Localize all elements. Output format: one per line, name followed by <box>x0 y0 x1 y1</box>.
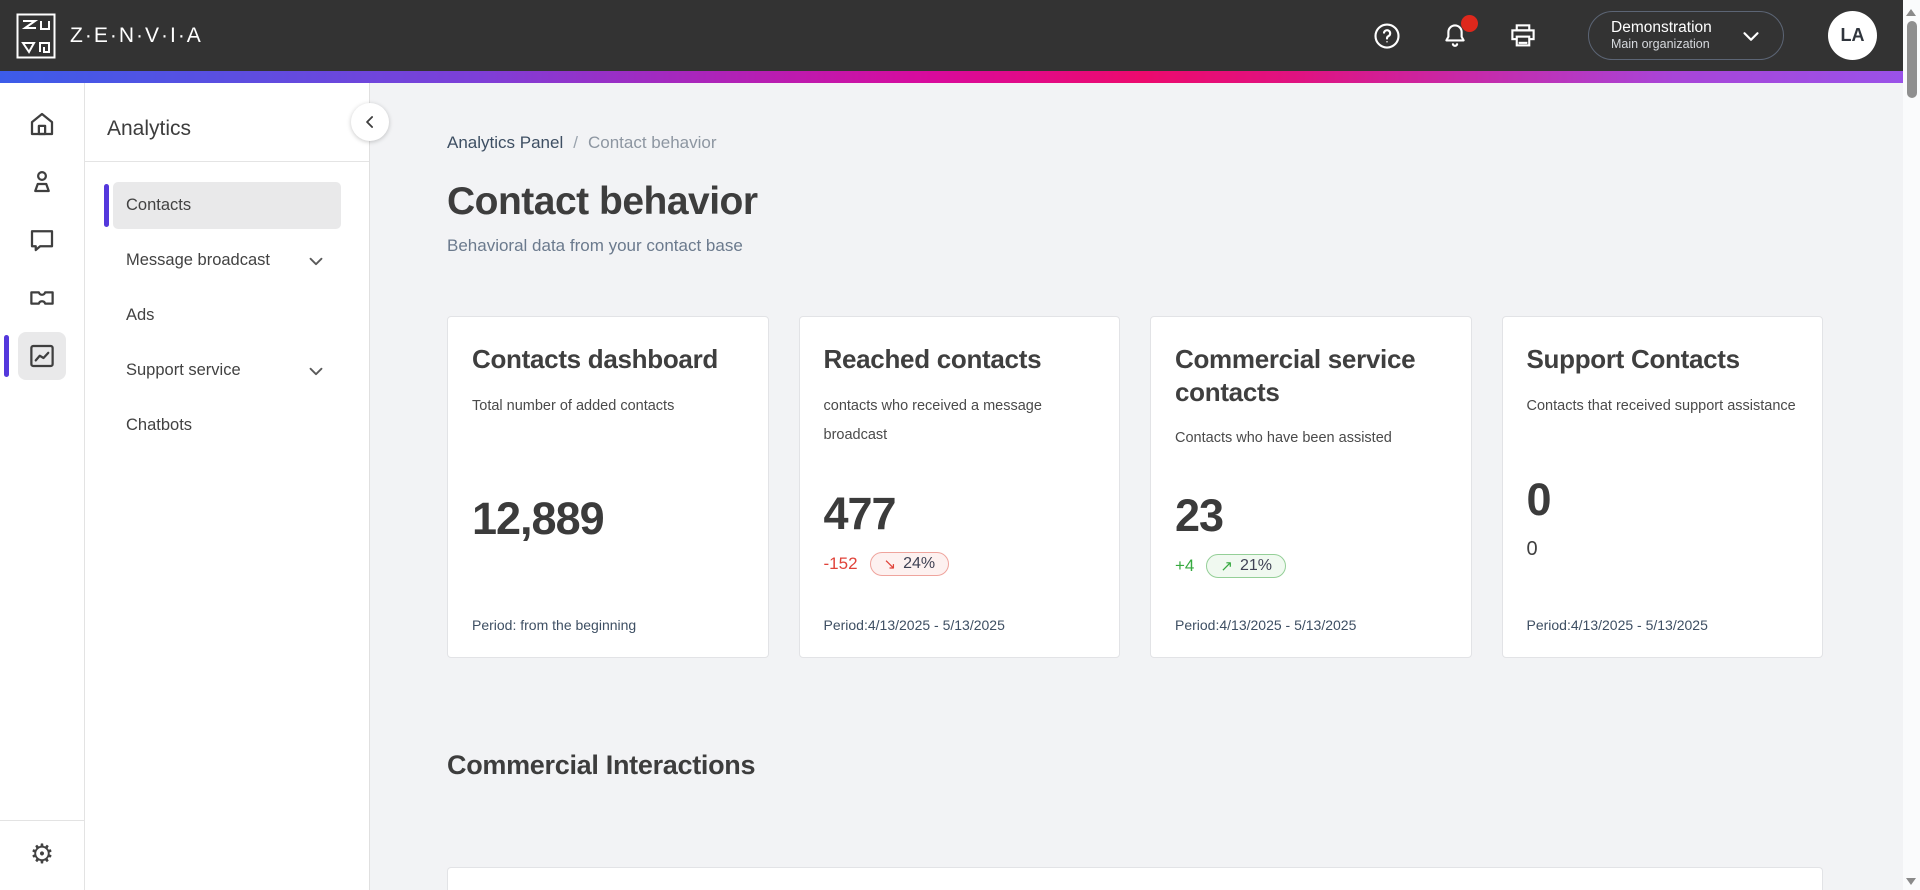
card-title: Contacts dashboard <box>472 344 718 374</box>
card-reached-contacts: Reached contacts contacts who received a… <box>798 316 1120 658</box>
sidebar-item-label: Ads <box>126 306 155 324</box>
sidebar-item-support-service[interactable]: Support service <box>113 347 341 394</box>
card-description: Contacts who have been assisted <box>1175 430 1392 446</box>
scrollbar-thumb[interactable] <box>1906 21 1917 98</box>
commercial-interactions-card-partial <box>447 867 1823 890</box>
trend-badge-up: ↗ 21% <box>1206 554 1286 578</box>
card-delta: 0 <box>1526 538 1538 561</box>
chevron-down-icon <box>305 360 327 382</box>
organization-switcher[interactable]: Demonstration Main organization <box>1588 11 1784 60</box>
chat-bubble-icon <box>30 230 54 252</box>
card-period: Period: from the beginning <box>472 617 637 633</box>
active-indicator <box>104 184 109 227</box>
sidebar-title: Analytics <box>107 117 192 140</box>
card-contacts-dashboard: Contacts dashboard Total number of added… <box>447 316 769 658</box>
page-subtitle: Behavioral data from your contact base <box>447 236 743 255</box>
scrollbar-down-arrow[interactable] <box>1906 878 1916 885</box>
rail-item-analytics[interactable] <box>4 332 66 380</box>
card-delta: -152 <box>823 554 858 574</box>
settings-gear-icon[interactable]: ⚙ <box>29 839 55 869</box>
top-bar: Z·E·N·V·I·A <box>0 0 1903 71</box>
card-description: Total number of added contacts <box>472 397 675 414</box>
organization-sub: Main organization <box>1611 37 1710 52</box>
scrollbar-up-arrow[interactable] <box>1906 9 1916 16</box>
rail-item-conversations[interactable] <box>18 216 66 264</box>
card-period: Period:4/13/2025 - 5/13/2025 <box>1526 617 1708 633</box>
page-title: Contact behavior <box>447 180 758 223</box>
sidebar-item-message-broadcast[interactable]: Message broadcast <box>113 237 341 284</box>
card-support-contacts: Support Contacts Contacts that received … <box>1501 316 1823 658</box>
card-title: Support Contacts <box>1526 344 1741 374</box>
card-value: 477 <box>823 488 897 540</box>
chevron-left-icon <box>366 116 373 128</box>
trend-up-arrow-icon: ↗ <box>1220 558 1233 575</box>
sidebar-item-ads[interactable]: Ads <box>113 292 341 339</box>
notification-badge <box>1461 14 1478 32</box>
brand-logo[interactable]: Z·E·N·V·I·A <box>16 13 203 59</box>
help-button[interactable] <box>1370 19 1404 53</box>
card-commercial-service-contacts: Commercial service contacts Contacts who… <box>1150 316 1472 658</box>
home-icon <box>30 112 54 136</box>
brand-gradient-bar <box>0 71 1903 83</box>
trend-percent: 21% <box>1239 557 1272 574</box>
chevron-down-icon <box>1738 23 1764 49</box>
sidebar-item-label: Support service <box>126 361 241 379</box>
analytics-sidebar: Analytics Contacts Message broadcast Ads… <box>85 83 370 890</box>
sidebar-item-label: Chatbots <box>126 416 193 434</box>
analytics-chart-icon <box>30 344 54 368</box>
icon-rail: ⚙ <box>0 83 85 890</box>
breadcrumb-separator: / <box>573 133 578 152</box>
card-delta: +4 <box>1175 556 1195 575</box>
card-title: Commercial service contacts <box>1175 344 1416 407</box>
breadcrumb-current: Contact behavior <box>587 133 717 152</box>
zenvia-logo-icon <box>16 13 56 58</box>
rail-item-home[interactable] <box>18 100 66 148</box>
ticket-icon <box>30 291 54 305</box>
rail-item-contacts[interactable] <box>18 158 66 206</box>
vertical-scrollbar[interactable] <box>1903 0 1920 890</box>
sidebar-collapse-button[interactable] <box>351 103 389 141</box>
card-value: 23 <box>1175 490 1224 541</box>
avatar-initials: LA <box>1840 25 1865 45</box>
chevron-down-icon <box>305 250 327 272</box>
breadcrumb-analytics-panel[interactable]: Analytics Panel <box>447 133 564 152</box>
bell-icon <box>1445 23 1465 47</box>
printer-icon <box>1511 23 1535 46</box>
card-description: Contacts that received support assistanc… <box>1526 397 1796 414</box>
rail-item-tickets[interactable] <box>18 274 66 322</box>
notifications-button[interactable] <box>1438 14 1478 53</box>
active-indicator <box>4 335 9 377</box>
trend-down-arrow-icon: ↘ <box>883 556 897 574</box>
section-title-commercial-interactions: Commercial Interactions <box>447 750 756 780</box>
sidebar-item-label: Contacts <box>126 196 192 214</box>
person-icon <box>34 170 50 193</box>
breadcrumb: Analytics Panel / Contact behavior <box>447 133 1903 153</box>
rail-bottom-section: ⚙ <box>0 820 84 890</box>
card-period: Period:4/13/2025 - 5/13/2025 <box>823 617 1005 633</box>
card-description: contacts who received a message broadcas… <box>823 397 1042 443</box>
print-button[interactable] <box>1506 19 1540 53</box>
sidebar-item-label: Message broadcast <box>126 251 270 269</box>
sidebar-item-contacts[interactable]: Contacts <box>104 182 341 229</box>
card-value: 12,889 <box>472 492 605 544</box>
brand-name: Z·E·N·V·I·A <box>70 23 203 47</box>
organization-name: Demonstration <box>1611 19 1712 36</box>
card-period: Period:4/13/2025 - 5/13/2025 <box>1175 617 1357 633</box>
card-value: 0 <box>1526 473 1552 525</box>
help-icon <box>1374 22 1400 49</box>
kpi-cards-row: Contacts dashboard Total number of added… <box>447 316 1823 658</box>
user-avatar[interactable]: LA <box>1828 11 1877 60</box>
main-content: Analytics Panel / Contact behavior Conta… <box>351 83 1903 890</box>
trend-percent: 24% <box>903 555 936 573</box>
card-title: Reached contacts <box>823 344 1042 374</box>
sidebar-item-chatbots[interactable]: Chatbots <box>113 402 341 449</box>
trend-badge-down: ↘ 24% <box>869 552 950 577</box>
divider <box>85 161 369 162</box>
